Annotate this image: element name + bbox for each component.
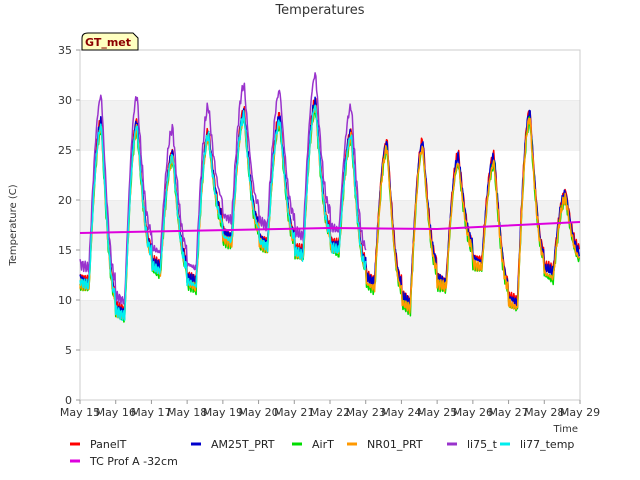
x-tick-label: May 25 <box>417 406 457 419</box>
y-tick-label: 0 <box>65 394 72 407</box>
x-tick-label: May 21 <box>274 406 314 419</box>
badge-label: GT_met <box>85 36 131 49</box>
legend-item: NR01_PRT <box>347 438 423 451</box>
x-tick-label: May 26 <box>453 406 493 419</box>
legend-item: TC Prof A -32cm <box>70 455 178 468</box>
x-tick-label: May 20 <box>238 406 278 419</box>
x-tick-label: May 22 <box>310 406 350 419</box>
x-tick-label: May 23 <box>346 406 386 419</box>
grid-band <box>80 50 580 100</box>
chart-title: Temperatures <box>274 3 364 18</box>
x-tick-label: May 15 <box>60 406 100 419</box>
x-tick-label: May 19 <box>203 406 243 419</box>
legend-label: NR01_PRT <box>367 438 423 451</box>
legend-item: AirT <box>292 438 334 451</box>
x-tick-label: May 28 <box>524 406 564 419</box>
series-line-li77-temp <box>79 104 367 322</box>
series-line-tc-prof-a-32cm <box>79 221 581 234</box>
grid-band <box>80 350 580 400</box>
x-tick-label: May 27 <box>488 406 528 419</box>
legend-label: li77_temp <box>520 438 574 451</box>
grid-band <box>80 150 580 200</box>
x-tick-label: May 17 <box>131 406 171 419</box>
x-tick-label: May 18 <box>167 406 207 419</box>
grid-band <box>80 250 580 300</box>
x-tick-label: May 29 <box>560 406 600 419</box>
grid-band <box>80 100 580 150</box>
legend-label: TC Prof A -32cm <box>89 455 178 468</box>
y-tick-label: 30 <box>58 94 72 107</box>
y-tick-label: 5 <box>65 344 72 357</box>
legend-item: li77_temp <box>500 438 574 451</box>
legend-label: AirT <box>312 438 334 451</box>
series-layer <box>79 72 581 323</box>
y-tick-label: 35 <box>58 44 72 57</box>
x-tick-label: May 16 <box>96 406 136 419</box>
x-axis-label: Time <box>553 424 578 435</box>
gt-met-badge: GT_met <box>81 32 139 51</box>
legend-label: PanelT <box>90 438 127 451</box>
grid-band <box>80 300 580 350</box>
y-axis-label: Temperature (C) <box>8 184 19 266</box>
y-tick-label: 15 <box>58 244 72 257</box>
y-tick-label: 10 <box>58 294 72 307</box>
legend-item: AM25T_PRT <box>191 438 275 451</box>
series-line-li75-t <box>79 72 367 305</box>
y-tick-label: 25 <box>58 144 72 157</box>
y-tick-label: 20 <box>58 194 72 207</box>
legend-item: li75_t <box>447 438 498 451</box>
legend: PanelT AM25T_PRT AirT NR01_PRT li75_t li77_te… <box>70 438 574 468</box>
x-tick-label: May 24 <box>381 406 421 419</box>
y-axis: 0 5 10 15 20 25 30 35 <box>58 44 80 407</box>
legend-label: AM25T_PRT <box>211 438 275 451</box>
legend-item: PanelT <box>70 438 127 451</box>
legend-label: li75_t <box>467 438 498 451</box>
